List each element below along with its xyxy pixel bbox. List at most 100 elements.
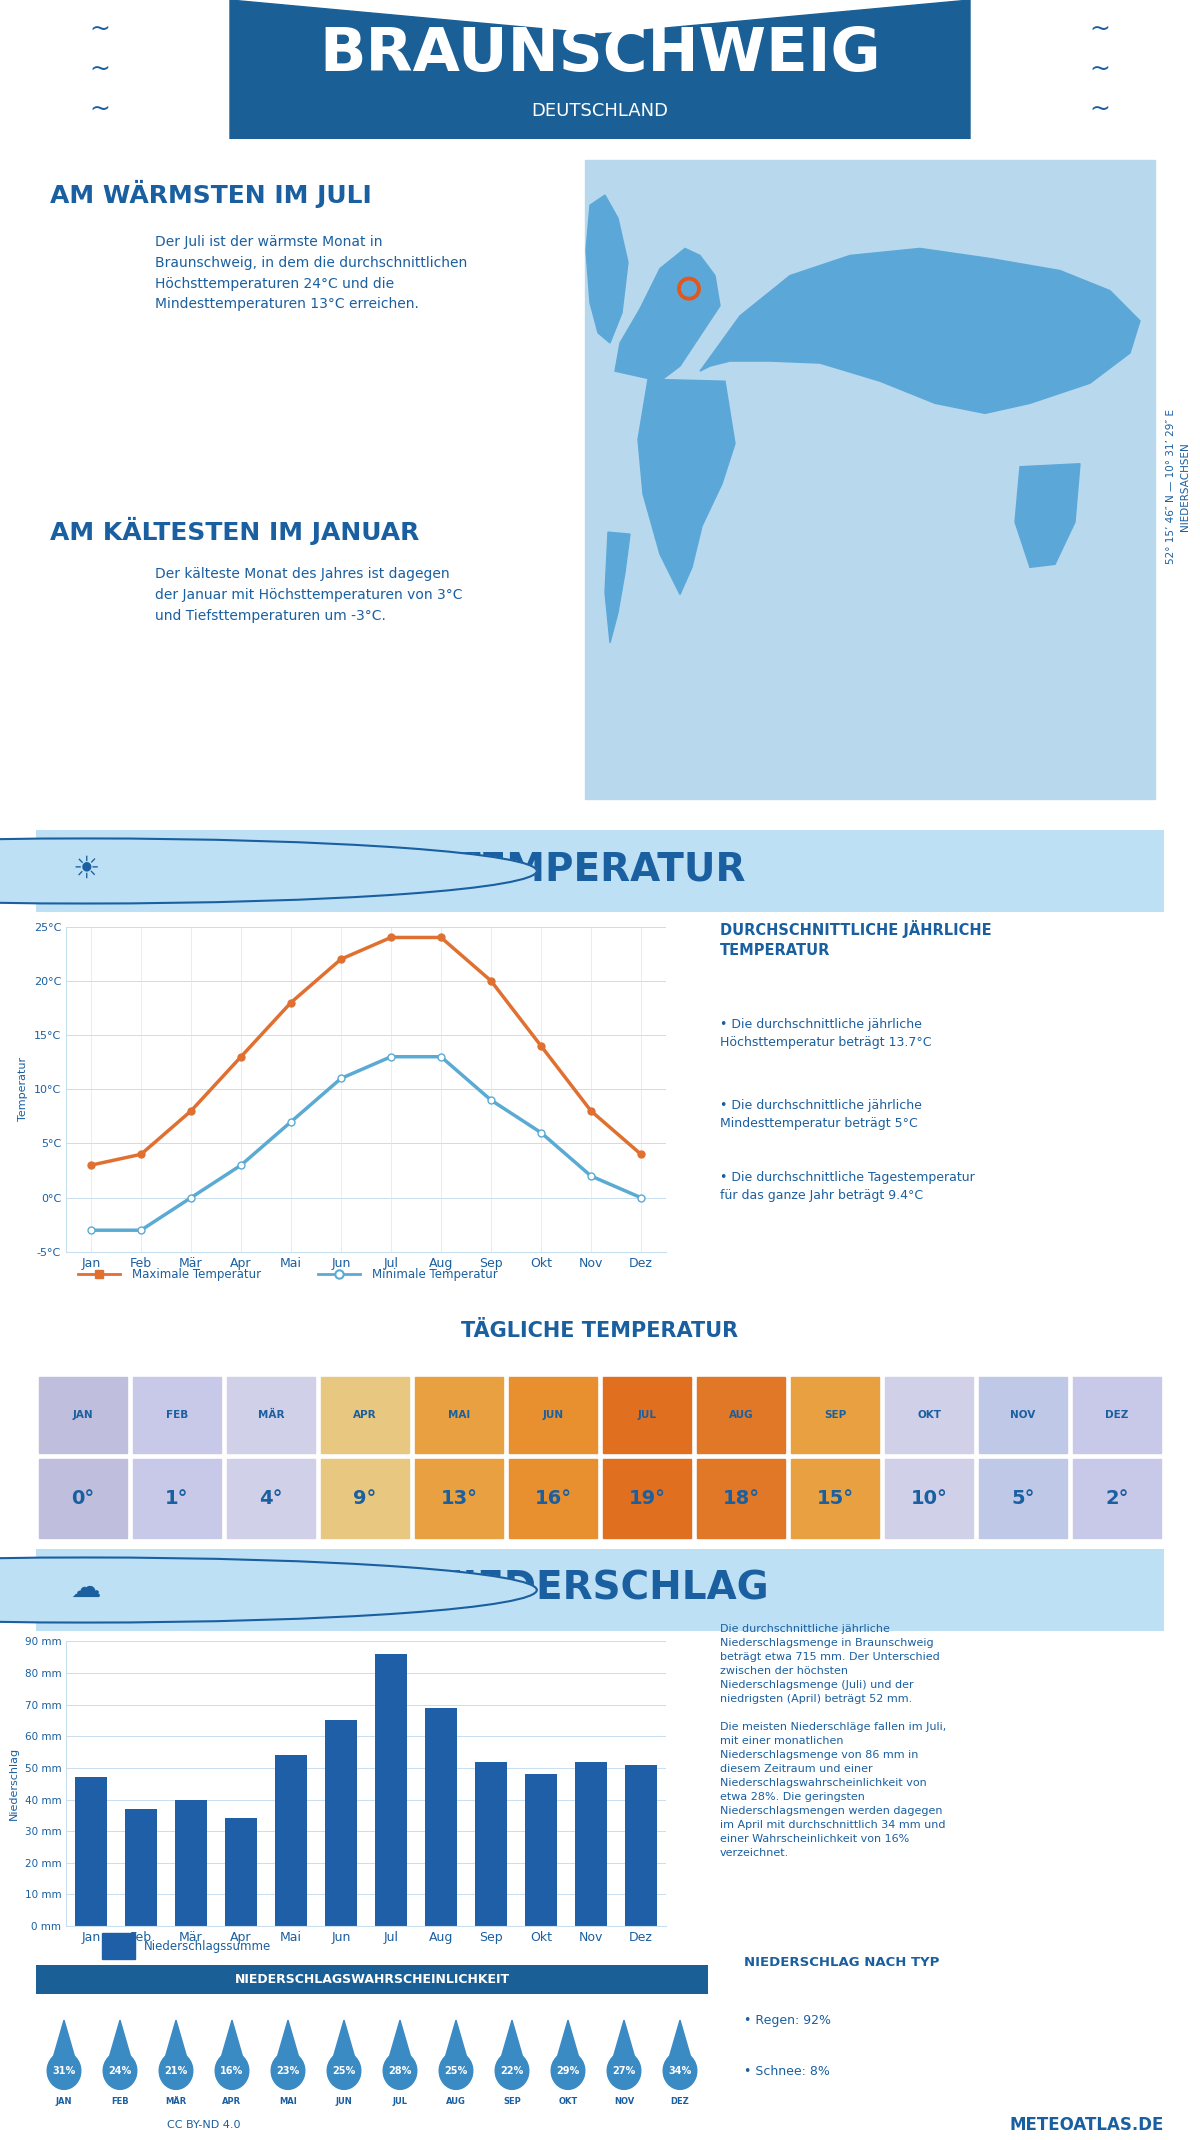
FancyBboxPatch shape <box>25 1549 1175 1631</box>
Circle shape <box>0 839 536 903</box>
Bar <box>509 1459 598 1539</box>
Text: • Die durchschnittliche jährliche
Höchsttemperatur beträgt 13.7°C: • Die durchschnittliche jährliche Höchst… <box>720 1019 931 1049</box>
Bar <box>74 1778 107 1926</box>
Text: JAN: JAN <box>73 1410 94 1421</box>
Polygon shape <box>668 2020 691 2061</box>
Text: 23%: 23% <box>276 2065 300 2076</box>
Bar <box>175 1800 208 1926</box>
Text: Die durchschnittliche jährliche
Niederschlagsmenge in Braunschweig
beträgt etwa : Die durchschnittliche jährliche Niedersc… <box>720 1624 947 1858</box>
Text: DURCHSCHNITTLICHE JÄHRLICHE
TEMPERATUR: DURCHSCHNITTLICHE JÄHRLICHE TEMPERATUR <box>720 920 991 959</box>
Text: MAI: MAI <box>280 2097 296 2106</box>
Circle shape <box>328 2052 361 2089</box>
Polygon shape <box>638 379 734 595</box>
Bar <box>602 1378 691 1453</box>
Text: AUG: AUG <box>446 2097 466 2106</box>
Text: JAN: JAN <box>55 2097 72 2106</box>
Bar <box>320 1459 409 1539</box>
Bar <box>133 1378 221 1453</box>
Polygon shape <box>1015 464 1080 567</box>
Bar <box>979 1378 1067 1453</box>
Bar <box>791 1378 880 1453</box>
Circle shape <box>439 2052 473 2089</box>
Bar <box>415 1459 503 1539</box>
Text: 21%: 21% <box>164 2065 187 2076</box>
Text: 24%: 24% <box>108 2065 132 2076</box>
Text: DEUTSCHLAND: DEUTSCHLAND <box>532 103 668 120</box>
Bar <box>102 1935 134 1960</box>
Circle shape <box>103 2052 137 2089</box>
Text: 1°: 1° <box>166 1489 188 1507</box>
Text: AM KÄLTESTEN IM JANUAR: AM KÄLTESTEN IM JANUAR <box>50 518 419 546</box>
Text: • Die durchschnittliche Tagestemperatur
für das ganze Jahr beträgt 9.4°C: • Die durchschnittliche Tagestemperatur … <box>720 1171 974 1201</box>
Circle shape <box>664 2052 697 2089</box>
Polygon shape <box>332 2020 355 2061</box>
Bar <box>133 1459 221 1539</box>
Bar <box>625 1766 658 1926</box>
Text: ☁: ☁ <box>71 1573 101 1603</box>
Text: 25%: 25% <box>332 2065 355 2076</box>
Text: ~: ~ <box>90 58 110 81</box>
Text: NIEDERSCHLAG: NIEDERSCHLAG <box>431 1569 769 1607</box>
FancyBboxPatch shape <box>25 830 1175 912</box>
Text: SEP: SEP <box>824 1410 846 1421</box>
Text: 16°: 16° <box>534 1489 571 1507</box>
Circle shape <box>383 2052 416 2089</box>
Bar <box>884 1378 973 1453</box>
Text: APR: APR <box>353 1410 377 1421</box>
Text: ~: ~ <box>90 96 110 122</box>
Text: MAI: MAI <box>448 1410 470 1421</box>
Circle shape <box>551 2052 584 2089</box>
Text: Niederschlagssumme: Niederschlagssumme <box>144 1939 271 1954</box>
Text: • Die durchschnittliche jährliche
Mindesttemperatur beträgt 5°C: • Die durchschnittliche jährliche Mindes… <box>720 1100 922 1130</box>
Polygon shape <box>605 533 630 642</box>
Text: 29%: 29% <box>557 2065 580 2076</box>
Text: DEZ: DEZ <box>671 2097 689 2106</box>
Text: 4°: 4° <box>259 1489 283 1507</box>
Text: AUG: AUG <box>728 1410 754 1421</box>
FancyBboxPatch shape <box>2 1962 742 1997</box>
Text: 2°: 2° <box>1105 1489 1129 1507</box>
Bar <box>586 160 1154 798</box>
Polygon shape <box>389 2020 412 2061</box>
Bar <box>425 1708 457 1926</box>
Y-axis label: Niederschlag: Niederschlag <box>8 1746 19 1821</box>
Text: 22%: 22% <box>500 2065 523 2076</box>
Bar <box>524 1774 557 1926</box>
Bar <box>791 1459 880 1539</box>
Text: ~: ~ <box>1090 58 1110 81</box>
Polygon shape <box>444 2020 468 2061</box>
Bar <box>275 1755 307 1926</box>
Bar <box>475 1761 508 1926</box>
Text: Der Juli ist der wärmste Monat in
Braunschweig, in dem die durchschnittlichen
Hö: Der Juli ist der wärmste Monat in Brauns… <box>155 235 467 310</box>
Text: 19°: 19° <box>629 1489 666 1507</box>
Polygon shape <box>586 195 628 342</box>
Text: 9°: 9° <box>353 1489 377 1507</box>
Text: ☀: ☀ <box>72 854 100 884</box>
Circle shape <box>271 2052 305 2089</box>
Bar <box>979 1459 1067 1539</box>
Text: 10°: 10° <box>911 1489 948 1507</box>
Text: 25%: 25% <box>444 2065 468 2076</box>
Text: 13°: 13° <box>440 1489 478 1507</box>
Polygon shape <box>221 2020 244 2061</box>
Text: TEMPERATUR: TEMPERATUR <box>454 850 746 888</box>
Bar <box>415 1378 503 1453</box>
Text: FEB: FEB <box>166 1410 188 1421</box>
Text: 34%: 34% <box>668 2065 691 2076</box>
Text: APR: APR <box>222 2097 241 2106</box>
Text: • Regen: 92%: • Regen: 92% <box>744 2014 830 2027</box>
Text: 5°: 5° <box>1012 1489 1034 1507</box>
Text: • Schnee: 8%: • Schnee: 8% <box>744 2065 830 2078</box>
Text: NIEDERSCHLAG NACH TYP: NIEDERSCHLAG NACH TYP <box>744 1956 940 1969</box>
Bar <box>575 1761 607 1926</box>
Text: CC BY-ND 4.0: CC BY-ND 4.0 <box>167 2121 241 2129</box>
Polygon shape <box>700 248 1140 413</box>
Polygon shape <box>164 2020 187 2061</box>
Circle shape <box>607 2052 641 2089</box>
Bar <box>320 1378 409 1453</box>
Text: JUL: JUL <box>392 2097 408 2106</box>
Polygon shape <box>612 2020 636 2061</box>
Text: 27%: 27% <box>612 2065 636 2076</box>
Text: Der kälteste Monat des Jahres ist dagegen
der Januar mit Höchsttemperaturen von : Der kälteste Monat des Jahres ist dagege… <box>155 567 462 623</box>
Bar <box>38 1459 127 1539</box>
